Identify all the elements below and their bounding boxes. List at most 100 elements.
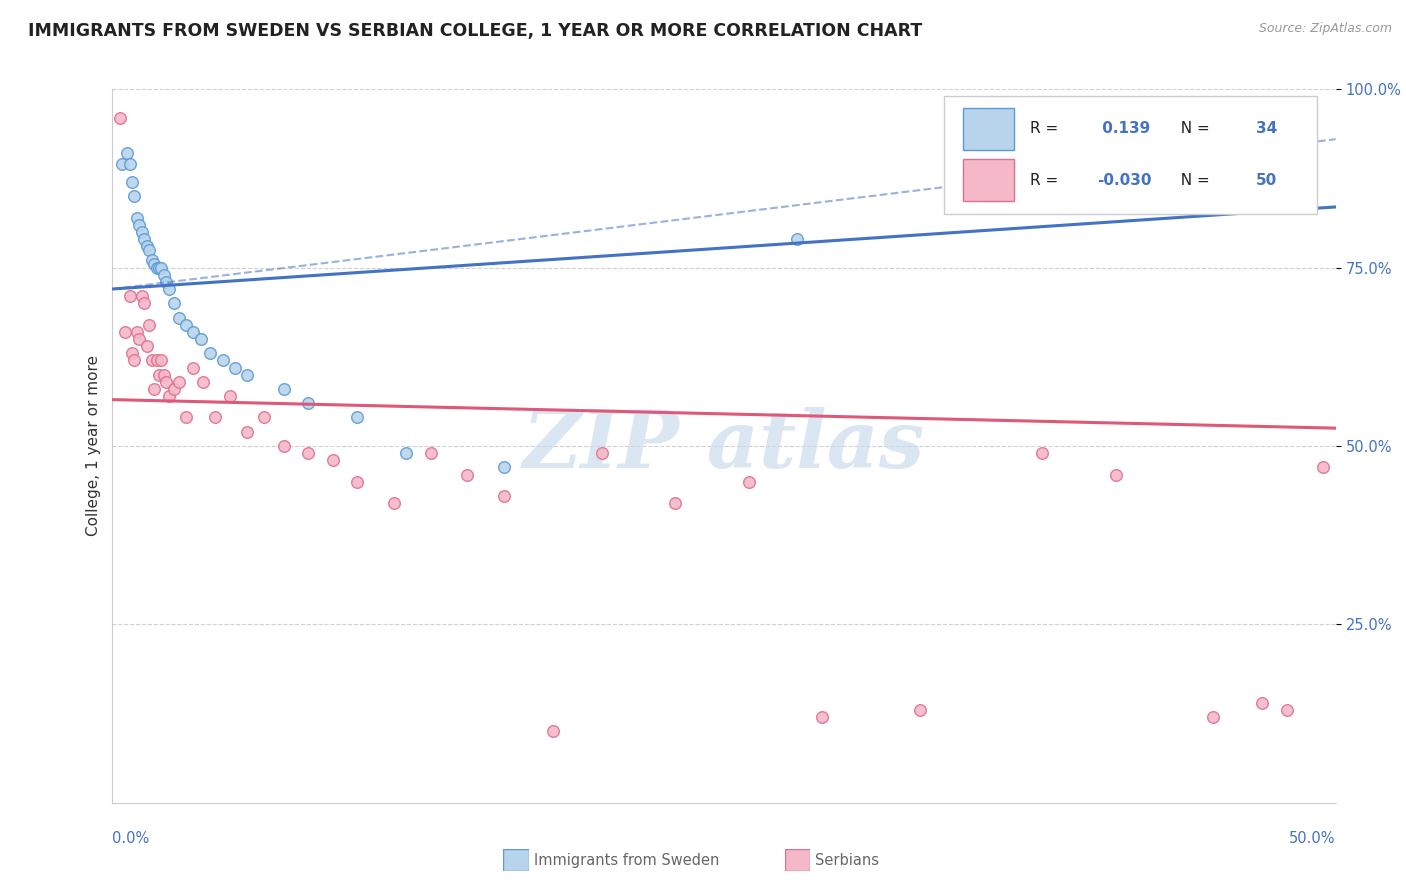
Point [111,157,134,171]
Point [297,446,319,460]
Point [118,289,141,303]
Text: N =: N = [1171,121,1215,136]
Point [118,157,141,171]
Point [224,360,246,375]
Point [174,318,197,332]
Point [219,389,242,403]
Point [492,460,515,475]
Point [1312,460,1334,475]
Point [1031,446,1053,460]
Point [134,232,156,246]
Text: Serbians: Serbians [815,854,880,868]
FancyBboxPatch shape [963,108,1014,150]
Point [124,353,146,368]
Point [190,332,212,346]
Point [128,218,150,232]
Point [167,310,190,325]
Text: R =: R = [1031,121,1063,136]
Point [157,389,180,403]
Point [204,410,226,425]
Point [153,268,176,282]
Point [125,211,148,225]
Point [1104,467,1126,482]
Point [1202,710,1225,724]
Point [1251,696,1274,710]
Point [174,410,197,425]
Point [786,232,808,246]
Point [135,239,157,253]
Point [167,375,190,389]
Point [236,425,259,439]
Point [114,325,136,339]
Point [125,325,148,339]
Point [908,703,931,717]
Point [273,382,295,396]
Point [1275,703,1298,717]
Point [141,253,163,268]
Point [138,318,160,332]
Point [131,289,153,303]
Text: N =: N = [1171,173,1215,187]
Point [128,332,150,346]
Point [737,475,759,489]
Point [191,375,214,389]
Point [145,260,167,275]
Point [541,724,564,739]
Point [148,368,170,382]
Text: 0.139: 0.139 [1097,121,1150,136]
Point [150,353,173,368]
Point [143,382,166,396]
Point [121,175,143,189]
Point [346,410,368,425]
Text: 34: 34 [1256,121,1278,136]
Point [346,475,368,489]
Point [811,710,834,724]
Point [157,282,180,296]
Point [297,396,319,410]
Point [115,146,138,161]
Text: R =: R = [1031,173,1063,187]
Point [124,189,146,203]
Point [153,368,176,382]
Point [322,453,344,467]
Text: Immigrants from Sweden: Immigrants from Sweden [534,854,720,868]
Point [163,296,186,310]
Point [155,375,177,389]
Point [135,339,157,353]
Point [134,296,156,310]
Text: IMMIGRANTS FROM SWEDEN VS SERBIAN COLLEGE, 1 YEAR OR MORE CORRELATION CHART: IMMIGRANTS FROM SWEDEN VS SERBIAN COLLEG… [28,22,922,40]
Point [143,257,166,271]
Point [181,325,204,339]
Point [492,489,515,503]
Point [382,496,405,510]
Point [141,353,163,368]
Point [664,496,686,510]
Text: 50: 50 [1256,173,1278,187]
Point [253,410,276,425]
Y-axis label: College, 1 year or more: College, 1 year or more [86,356,101,536]
Point [138,243,160,257]
FancyBboxPatch shape [945,96,1317,214]
Point [273,439,295,453]
Point [108,111,131,125]
Point [148,260,170,275]
Text: ZIP atlas: ZIP atlas [523,408,925,484]
Point [236,368,259,382]
Point [200,346,222,360]
Point [181,360,204,375]
Point [150,260,173,275]
Point [395,446,418,460]
Point [419,446,441,460]
Point [591,446,613,460]
Text: 50.0%: 50.0% [1289,831,1336,847]
Point [131,225,153,239]
Text: 0.0%: 0.0% [112,831,149,847]
FancyBboxPatch shape [963,159,1014,202]
Text: Source: ZipAtlas.com: Source: ZipAtlas.com [1258,22,1392,36]
Point [155,275,177,289]
Point [163,382,186,396]
Point [211,353,233,368]
Point [121,346,143,360]
Text: -0.030: -0.030 [1097,173,1152,187]
Point [456,467,478,482]
